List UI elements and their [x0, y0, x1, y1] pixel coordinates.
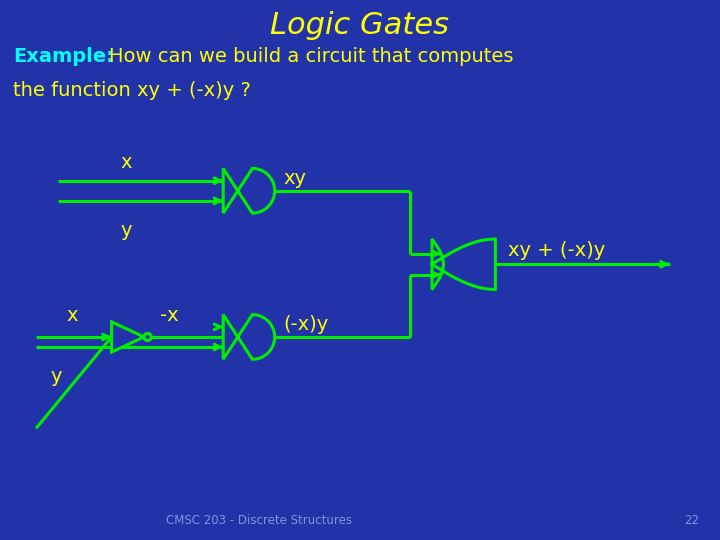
Text: (-x)y: (-x)y — [284, 315, 328, 334]
Text: -x: -x — [160, 306, 179, 326]
Text: x: x — [120, 153, 132, 172]
Text: 22: 22 — [684, 514, 698, 527]
Text: x: x — [66, 306, 78, 326]
Polygon shape — [223, 315, 274, 359]
Text: CMSC 203 - Discrete Structures: CMSC 203 - Discrete Structures — [166, 514, 352, 527]
Polygon shape — [223, 168, 274, 213]
Circle shape — [144, 333, 151, 341]
Text: Example:: Example: — [13, 47, 114, 66]
Text: xy + (-x)y: xy + (-x)y — [508, 241, 606, 260]
Text: xy: xy — [284, 168, 306, 187]
Text: the function xy + (-x)y ?: the function xy + (-x)y ? — [13, 82, 251, 100]
Text: Logic Gates: Logic Gates — [271, 11, 449, 40]
Polygon shape — [432, 239, 495, 289]
Text: y: y — [120, 221, 132, 240]
Text: How can we build a circuit that computes: How can we build a circuit that computes — [109, 47, 514, 66]
Text: y: y — [50, 367, 62, 386]
Polygon shape — [112, 322, 144, 352]
